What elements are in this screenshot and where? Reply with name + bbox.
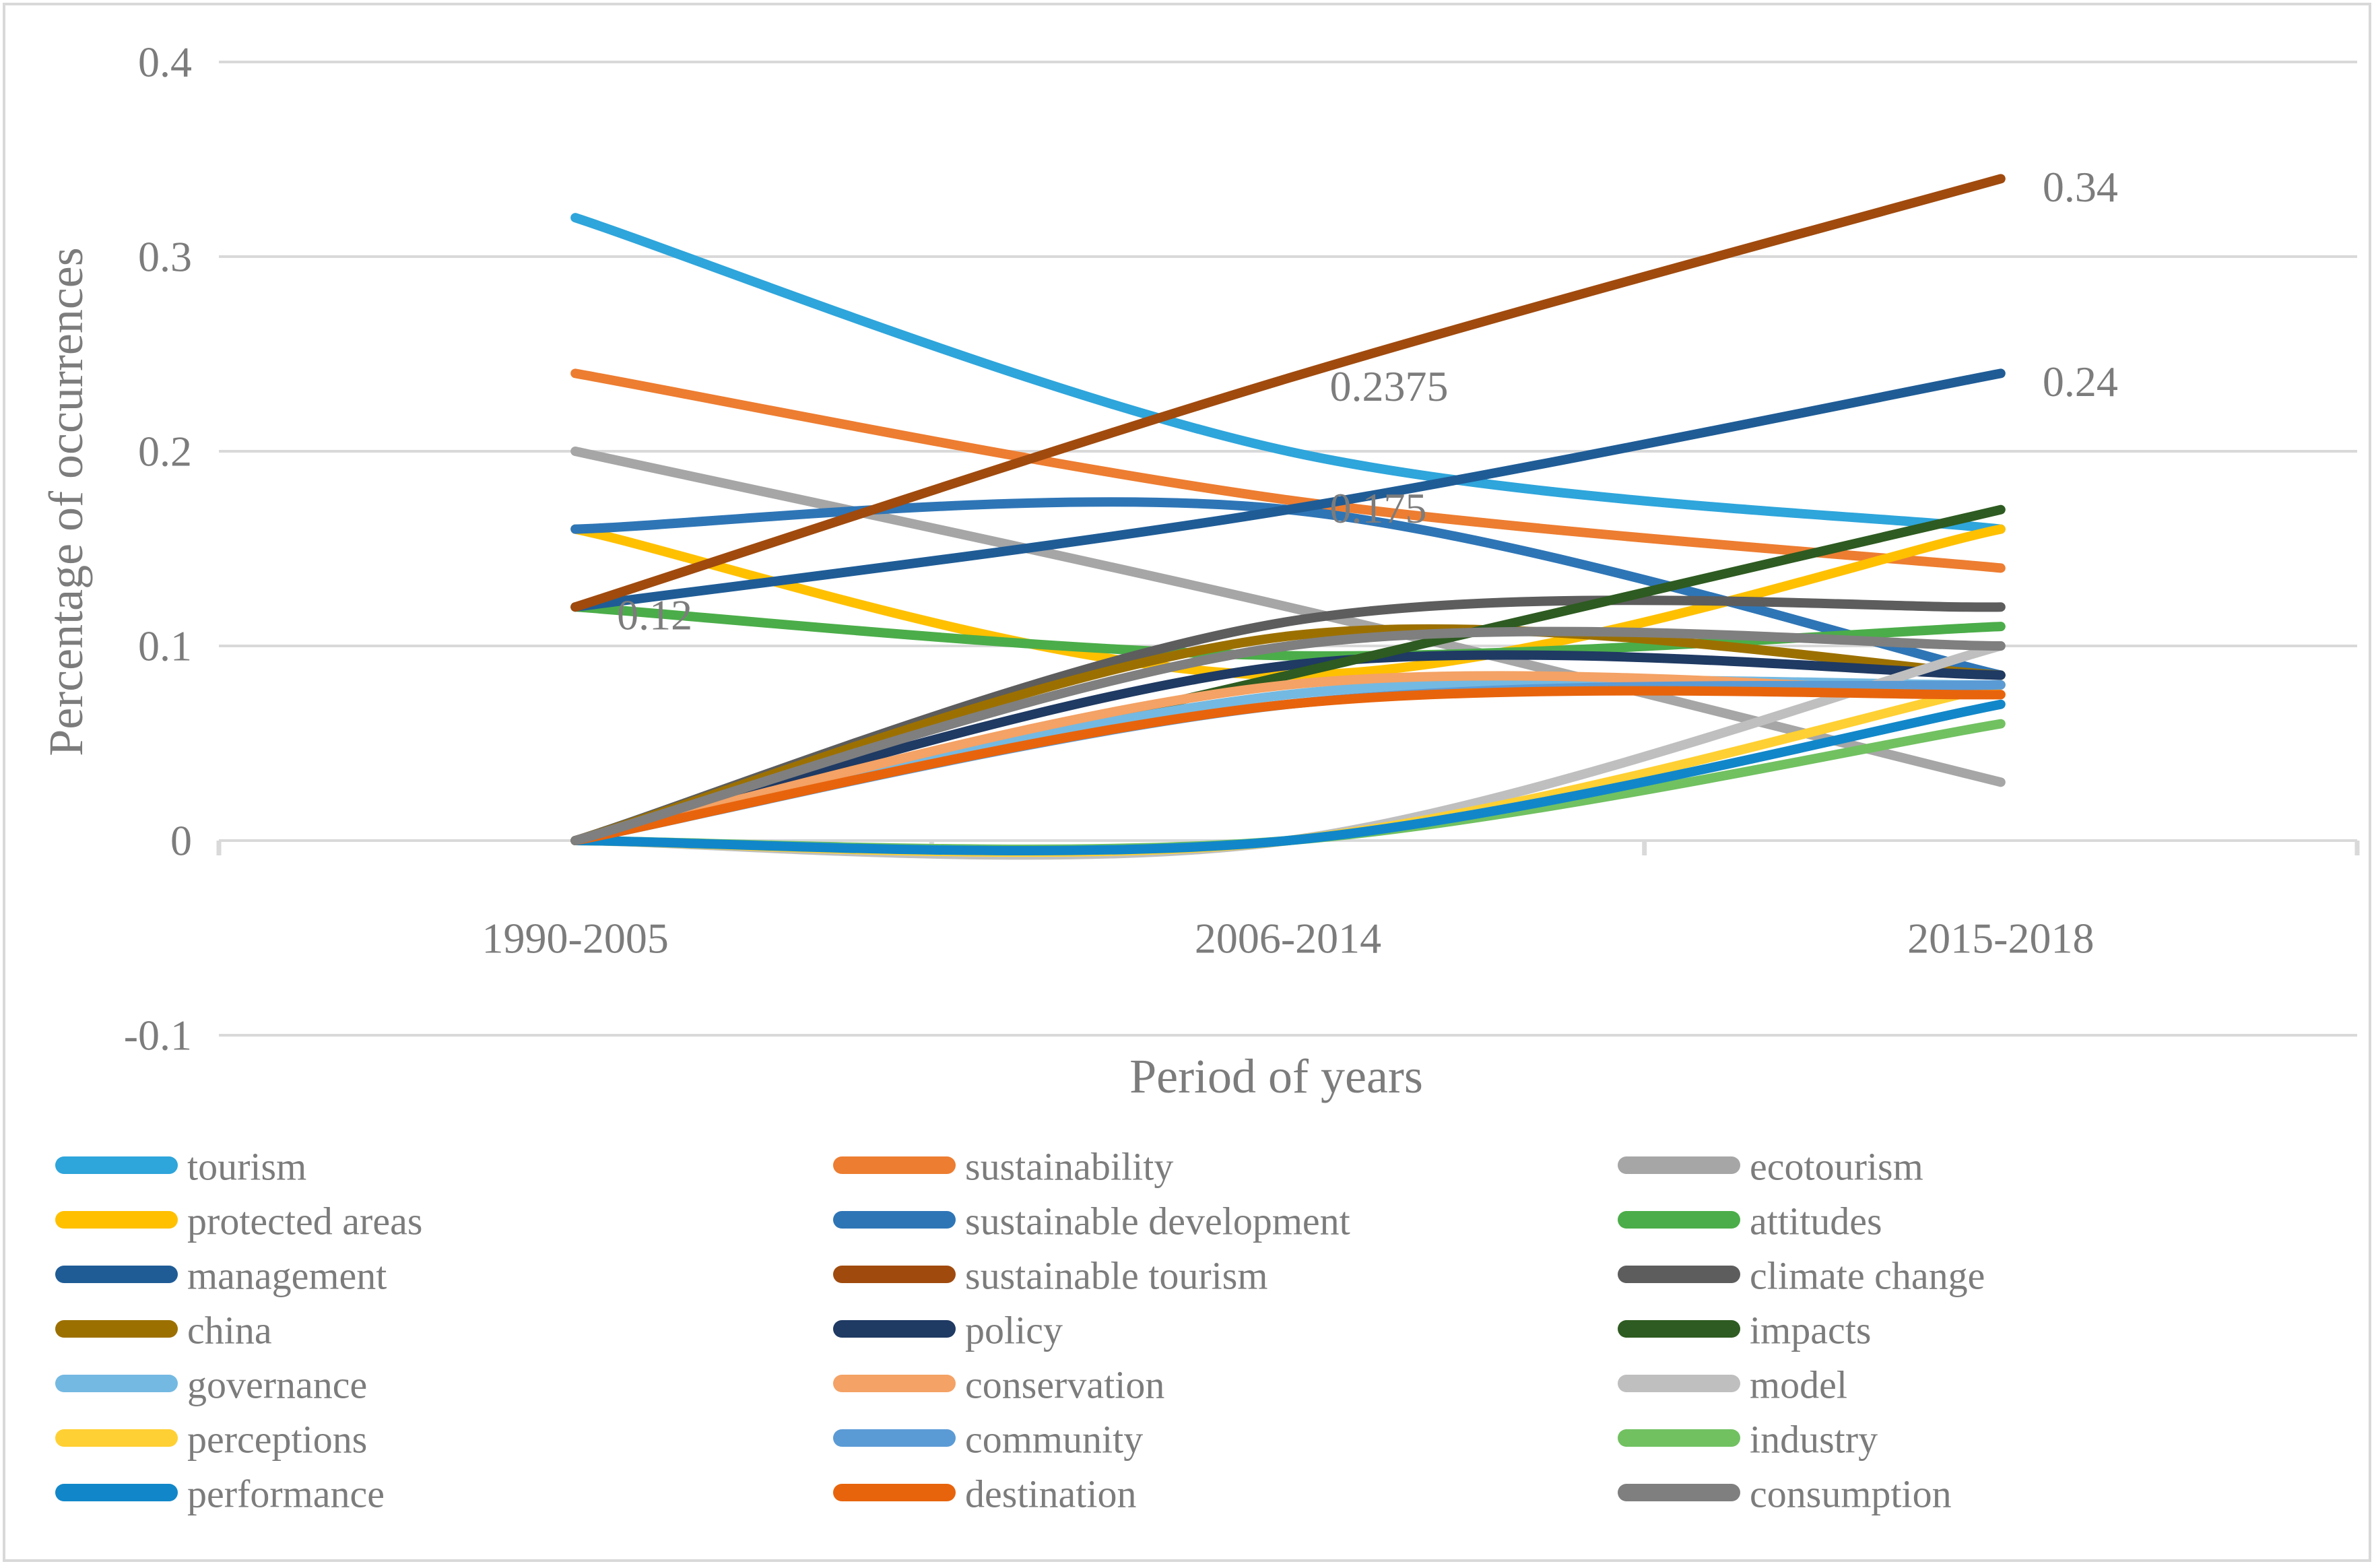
legend-item-community: community xyxy=(833,1418,1143,1462)
data-label-sustainable-tourism-2: 0.34 xyxy=(2043,163,2118,211)
legend-label-climate-change: climate change xyxy=(1750,1254,1985,1298)
legend-item-performance: performance xyxy=(55,1472,385,1516)
legend-label-sustainable-development: sustainable development xyxy=(965,1200,1350,1243)
legend-swatch-protected-areas xyxy=(55,1211,178,1229)
legend-item-perceptions: perceptions xyxy=(55,1418,367,1462)
legend-item-model: model xyxy=(1618,1363,1847,1407)
series-line-policy xyxy=(570,650,2006,845)
legend-label-performance: performance xyxy=(187,1472,385,1516)
legend-label-ecotourism: ecotourism xyxy=(1750,1145,1923,1189)
data-label-sustainable-tourism-1: 0.2375 xyxy=(1330,362,1449,410)
y-axis-title: Percentage of occurrences xyxy=(39,247,93,756)
x-axis-tick-label: 2015-2018 xyxy=(1907,915,2094,962)
legend-swatch-destination xyxy=(833,1484,956,1501)
series-line-tourism xyxy=(570,213,2006,534)
legend-swatch-consumption xyxy=(1618,1484,1740,1501)
legend-label-industry: industry xyxy=(1750,1418,1878,1462)
legend-label-protected-areas: protected areas xyxy=(187,1200,422,1243)
legend-swatch-ecotourism xyxy=(1618,1156,1740,1174)
legend-item-sustainable-development: sustainable development xyxy=(833,1200,1350,1243)
legend-item-consumption: consumption xyxy=(1618,1472,1952,1516)
legend-swatch-china xyxy=(55,1320,178,1338)
legend-swatch-community xyxy=(833,1429,956,1447)
legend-label-china: china xyxy=(187,1309,272,1352)
legend-label-model: model xyxy=(1750,1363,1847,1407)
legend-swatch-model xyxy=(1618,1375,1740,1392)
legend-swatch-sustainable-development xyxy=(833,1211,956,1229)
y-axis-tick-label: 0.4 xyxy=(138,38,192,86)
legend-item-industry: industry xyxy=(1618,1418,1878,1462)
y-axis-tick-label: 0.3 xyxy=(138,233,192,281)
series-line-management xyxy=(570,368,2006,612)
data-label-sustainable-tourism-0: 0.12 xyxy=(617,591,692,639)
legend-label-conservation: conservation xyxy=(965,1363,1164,1407)
legend-item-governance: governance xyxy=(55,1363,367,1407)
legend-item-attitudes: attitudes xyxy=(1618,1200,1882,1243)
legend-item-impacts: impacts xyxy=(1618,1309,1871,1352)
legend-swatch-sustainability xyxy=(833,1156,956,1174)
legend-item-sustainable-tourism: sustainable tourism xyxy=(833,1254,1267,1298)
series-line-performance xyxy=(570,699,2006,855)
legend-label-management: management xyxy=(187,1254,387,1298)
y-axis-tick-label: 0 xyxy=(170,817,192,865)
legend-label-governance: governance xyxy=(187,1363,367,1407)
legend-item-tourism: tourism xyxy=(55,1145,306,1189)
legend-item-ecotourism: ecotourism xyxy=(1618,1145,1923,1189)
legend-swatch-governance xyxy=(55,1375,178,1392)
legend-label-policy: policy xyxy=(965,1309,1063,1352)
y-axis-tick-label: 0.2 xyxy=(138,428,192,476)
legend-item-protected-areas: protected areas xyxy=(55,1200,422,1243)
legend-swatch-perceptions xyxy=(55,1429,178,1447)
legend-swatch-tourism xyxy=(55,1156,178,1174)
legend-label-attitudes: attitudes xyxy=(1750,1200,1882,1243)
legend-swatch-impacts xyxy=(1618,1320,1740,1338)
y-axis-tick-label: -0.1 xyxy=(124,1012,192,1059)
legend-item-management: management xyxy=(55,1254,387,1298)
y-axis-tick-label: 0.1 xyxy=(138,622,192,670)
legend-swatch-conservation xyxy=(833,1375,956,1392)
legend-label-tourism: tourism xyxy=(187,1145,306,1189)
legend-item-conservation: conservation xyxy=(833,1363,1164,1407)
legend-item-policy: policy xyxy=(833,1309,1063,1352)
legend-swatch-policy xyxy=(833,1320,956,1338)
legend-swatch-management xyxy=(55,1266,178,1283)
series-line-destination xyxy=(570,686,2006,845)
legend-label-community: community xyxy=(965,1418,1143,1462)
legend-label-consumption: consumption xyxy=(1750,1472,1952,1516)
legend-swatch-performance xyxy=(55,1484,178,1501)
series-line-consumption xyxy=(570,626,2006,845)
legend-label-impacts: impacts xyxy=(1750,1309,1871,1352)
legend-label-sustainability: sustainability xyxy=(965,1145,1173,1189)
data-label-sustainability-1: 0.175 xyxy=(1330,484,1427,532)
legend-swatch-attitudes xyxy=(1618,1211,1740,1229)
legend-label-perceptions: perceptions xyxy=(187,1418,367,1462)
legend-label-destination: destination xyxy=(965,1472,1137,1516)
legend-item-china: china xyxy=(55,1309,272,1352)
data-label-management-2: 0.24 xyxy=(2043,358,2118,405)
legend-item-sustainability: sustainability xyxy=(833,1145,1173,1189)
legend-item-climate-change: climate change xyxy=(1618,1254,1985,1298)
legend-swatch-climate-change xyxy=(1618,1266,1740,1283)
x-axis-title: Period of years xyxy=(1129,1049,1423,1103)
chart-border xyxy=(3,3,2371,1562)
legend-swatch-industry xyxy=(1618,1429,1740,1447)
x-axis-tick-label: 1990-2005 xyxy=(482,915,669,962)
legend-swatch-sustainable-tourism xyxy=(833,1266,956,1283)
legend-label-sustainable-tourism: sustainable tourism xyxy=(965,1254,1267,1298)
x-axis-tick-label: 2006-2014 xyxy=(1195,915,1381,962)
legend-item-destination: destination xyxy=(833,1472,1137,1516)
series-line-sustainable-tourism xyxy=(570,174,2006,612)
